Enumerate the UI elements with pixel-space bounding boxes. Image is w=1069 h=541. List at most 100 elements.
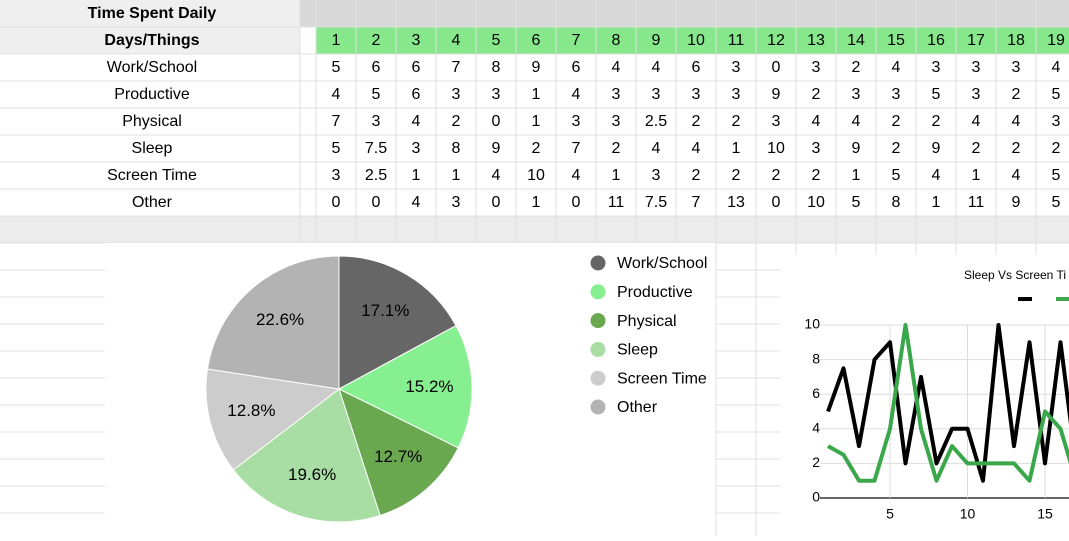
cell-value: 4: [1052, 59, 1061, 76]
cell-value: 7.5: [645, 194, 667, 211]
cell-value: 3: [852, 86, 861, 103]
spacer-row: [0, 216, 1069, 243]
cell-value: 9: [532, 59, 541, 76]
cell-value: 0: [572, 194, 581, 211]
cell-value: 2: [812, 86, 821, 103]
cell-value: 6: [372, 59, 381, 76]
day-header: 6: [532, 32, 541, 49]
cell-value: 5: [332, 59, 341, 76]
slice-label: 22.6%: [256, 310, 304, 329]
cell-value: 3: [692, 86, 701, 103]
cell-value: 0: [372, 194, 381, 211]
cell-value: 1: [732, 140, 741, 157]
day-header: 1: [332, 32, 341, 49]
slice-label: 17.1%: [361, 301, 409, 320]
cell-value: 3: [772, 113, 781, 130]
cell-value: 2.5: [365, 167, 387, 184]
sheet-title: Time Spent Daily: [88, 5, 217, 22]
cell-value: 1: [452, 167, 461, 184]
cell-value: 4: [1012, 113, 1021, 130]
cell-value: 2: [972, 140, 981, 157]
y-tick-label: 8: [812, 350, 820, 366]
day-header: 10: [687, 32, 705, 49]
cell-value: 4: [652, 140, 661, 157]
cell-value: 5: [1052, 167, 1061, 184]
cell-value: 4: [332, 86, 341, 103]
cell-value: 1: [412, 167, 421, 184]
day-header: 19: [1047, 32, 1065, 49]
cell-value: 3: [452, 194, 461, 211]
pie-slice: [338, 388, 459, 517]
pie-slice: [232, 388, 381, 523]
cell-value: 1: [532, 86, 541, 103]
cell-value: 2.5: [645, 113, 667, 130]
legend-label: Work/School: [617, 255, 707, 272]
pie-slice: [206, 255, 340, 390]
day-header: 15: [887, 32, 905, 49]
legend-label: Productive: [617, 284, 693, 301]
cell-value: 5: [1052, 86, 1061, 103]
cell-value: 0: [332, 194, 341, 211]
cell-value: 1: [932, 194, 941, 211]
day-header: 12: [767, 32, 785, 49]
cell-value: 10: [767, 140, 785, 157]
cell-value: 10: [807, 194, 825, 211]
cell-value: 3: [412, 140, 421, 157]
cell-value: 3: [972, 59, 981, 76]
cell-value: 8: [892, 194, 901, 211]
cell-value: 11: [968, 194, 985, 211]
cell-value: 1: [972, 167, 981, 184]
row-label: Screen Time: [107, 167, 197, 184]
cell-value: 2: [852, 59, 861, 76]
cell-value: 9: [772, 86, 781, 103]
day-header: 7: [572, 32, 581, 49]
day-header: 11: [728, 32, 745, 49]
day-header: 16: [927, 32, 945, 49]
cell-value: 1: [852, 167, 861, 184]
cell-value: 9: [1012, 194, 1021, 211]
row-label: Productive: [114, 86, 190, 103]
cell-value: 7: [332, 113, 341, 130]
cell-value: 6: [412, 59, 421, 76]
legend-swatch: [590, 255, 606, 271]
cell-value: 9: [492, 140, 501, 157]
cell-value: 3: [652, 167, 661, 184]
slice-label: 12.7%: [374, 447, 422, 466]
cell-value: 8: [492, 59, 501, 76]
day-header: 8: [612, 32, 621, 49]
pie-slice: [337, 324, 473, 449]
cell-value: 3: [812, 140, 821, 157]
cell-value: 2: [452, 113, 461, 130]
cell-value: 4: [572, 86, 581, 103]
cell-value: 5: [892, 167, 901, 184]
legend-label: Sleep: [617, 342, 658, 359]
row-label: Physical: [122, 113, 182, 130]
cell-value: 6: [412, 86, 421, 103]
pie-chart: 17.1% Work/School 15.2% Productive 12.7% Phys…: [205, 255, 707, 523]
legend-label: Physical: [617, 313, 677, 330]
cell-value: 13: [727, 194, 745, 211]
cell-value: 3: [732, 86, 741, 103]
cell-value: 3: [612, 113, 621, 130]
cell-value: 4: [612, 59, 621, 76]
cell-value: 0: [492, 113, 501, 130]
day-header: 14: [847, 32, 865, 49]
cell-value: 4: [932, 167, 941, 184]
cell-value: 4: [972, 113, 981, 130]
row-label: Sleep: [132, 140, 173, 157]
cell-value: 6: [572, 59, 581, 76]
cell-value: 3: [452, 86, 461, 103]
cell-value: 9: [852, 140, 861, 157]
y-tick-label: 4: [812, 420, 820, 436]
row-header: Days/Things: [104, 32, 199, 49]
series-line: [827, 323, 1069, 483]
cell-value: 4: [652, 59, 661, 76]
row-label: Other: [132, 194, 173, 211]
cell-value: 2: [692, 167, 701, 184]
cell-value: 2: [612, 140, 621, 157]
day-header: 5: [492, 32, 501, 49]
day-header: 13: [807, 32, 825, 49]
cell-value: 6: [692, 59, 701, 76]
cell-value: 2: [812, 167, 821, 184]
cell-value: 3: [652, 86, 661, 103]
